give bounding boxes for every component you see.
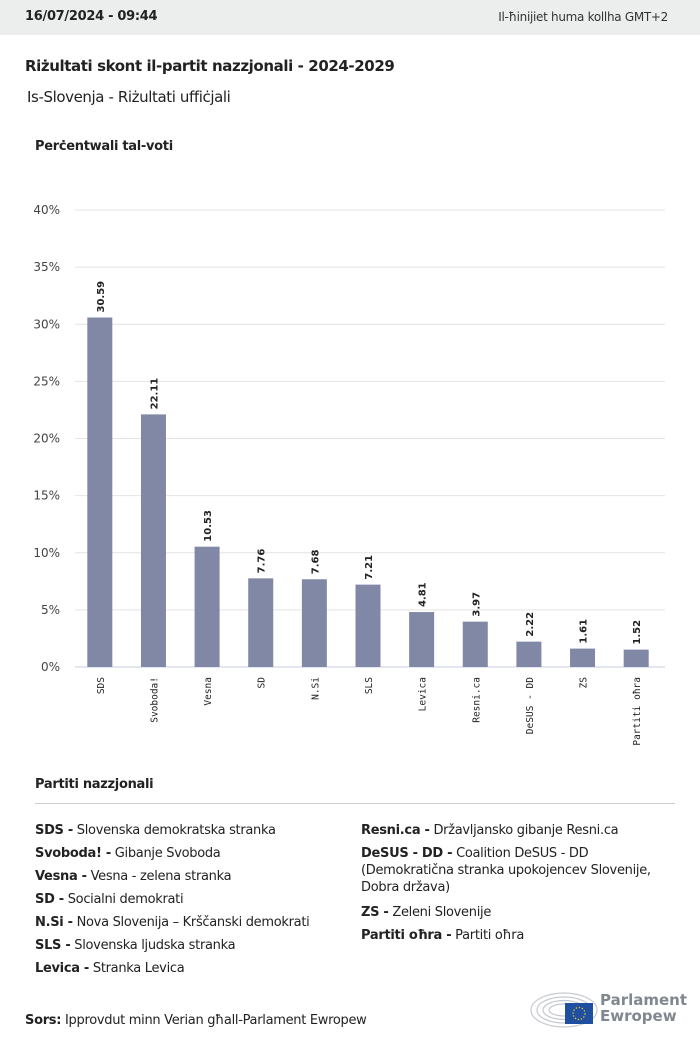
bar-value-label: 2.22	[525, 612, 536, 637]
y-tick-label: 30%	[33, 317, 60, 331]
legend-item: SLS - Slovenska ljudska stranka	[35, 937, 236, 954]
legend-abbr: SDS -	[35, 823, 73, 838]
legend-name: Gibanje Svoboda	[110, 846, 221, 861]
logo-line1: Parlament	[600, 991, 688, 1009]
legend-name: Slovenska demokratska stranka	[72, 823, 276, 838]
legend-abbr: ZS -	[361, 905, 389, 920]
source-text: Ipprovdut minn Verian għall-Parlament Ew…	[65, 1013, 367, 1028]
x-tick-label: SD	[257, 677, 268, 689]
y-tick-label: 35%	[33, 260, 60, 274]
bar-value-label: 3.97	[471, 592, 482, 617]
source-label: Sors:	[25, 1013, 62, 1028]
bar	[516, 641, 542, 667]
bar-value-label: 1.52	[632, 620, 643, 645]
x-tick-label: Partiti oħra	[632, 677, 643, 746]
legend-item: Levica - Stranka Levica	[35, 960, 185, 977]
x-tick-label: Svoboda!	[149, 677, 160, 723]
bar	[194, 546, 220, 667]
bar	[570, 648, 596, 667]
bar-value-label: 7.68	[310, 550, 321, 575]
legend-abbr: SD -	[35, 892, 64, 907]
legend-name: Državljansko gibanje Resni.ca	[429, 823, 619, 838]
legend-item: ZS - Zeleni Slovenije	[361, 904, 491, 921]
legend-name: Vesna - zelena stranka	[86, 869, 232, 884]
bar-value-label: 4.81	[418, 582, 429, 607]
bar	[140, 414, 166, 667]
bar-value-label: 7.21	[364, 555, 375, 580]
x-tick-label: ZS	[579, 677, 590, 689]
bar-value-label: 30.59	[96, 281, 107, 313]
y-tick-label: 5%	[41, 603, 60, 617]
bar-chart: 0% 5% 10% 15% 20% 25% 30% 35% 40% 30.59 SDS 22.11 Sv…	[33, 203, 665, 746]
legend-name: Coalition DeSUS - DD (Demokratična stran…	[361, 846, 651, 895]
x-tick-label: SLS	[364, 677, 375, 694]
logo-line2: Ewropew	[600, 1007, 677, 1025]
page-subtitle: Is-Slovenja - Riżultati uffiċjali	[27, 88, 231, 106]
page-title: Riżultati skont il-partit nazzjonali - 2…	[25, 57, 395, 75]
timezone-note: Il-ħinijiet huma kollha GMT+2	[498, 10, 668, 24]
top-bar: 16/07/2024 - 09:44 Il-ħinijiet huma koll…	[0, 0, 700, 35]
legend-abbr: Levica -	[35, 961, 90, 976]
legend-name: Stranka Levica	[89, 961, 185, 976]
y-tick-label: 0%	[41, 660, 60, 674]
eu-flag-icon	[565, 1003, 593, 1024]
bar	[248, 578, 274, 667]
legend-name: Partiti oħra	[451, 928, 524, 943]
legend-abbr: Svoboda! -	[35, 846, 111, 861]
legend-name: Zeleni Slovenije	[388, 905, 492, 920]
bar-value-label: 7.76	[257, 549, 268, 574]
source-note: Sors: Ipprovdut minn Verian għall-Parlam…	[25, 1013, 367, 1028]
bar	[409, 612, 435, 667]
x-tick-label: DeSUS - DD	[525, 677, 536, 734]
legend-abbr: SLS -	[35, 938, 71, 953]
bar	[355, 584, 381, 667]
y-tick-label: 10%	[33, 546, 60, 560]
x-tick-label: Resni.ca	[471, 677, 482, 723]
x-tick-label: Vesna	[203, 677, 214, 706]
x-tick-label: SDS	[96, 677, 107, 694]
legend-abbr: Resni.ca -	[361, 823, 430, 838]
x-tick-label: Levica	[418, 677, 429, 711]
y-tick-label: 25%	[33, 374, 60, 388]
legend-name: Slovenska ljudska stranka	[70, 938, 236, 953]
bar	[623, 649, 649, 667]
y-axis-label: Perċentwali tal-voti	[35, 139, 173, 154]
legend-name: Socialni demokrati	[63, 892, 184, 907]
legend-abbr: N.Si -	[35, 915, 73, 930]
legend-divider	[35, 803, 675, 804]
legend-abbr: DeSUS - DD -	[361, 846, 453, 861]
legend-title: Partiti nazzjonali	[35, 777, 154, 792]
y-tick-label: 15%	[33, 489, 60, 503]
legend-item: Resni.ca - Državljansko gibanje Resni.ca	[361, 822, 619, 839]
bar-value-label: 10.53	[203, 510, 214, 542]
bar	[87, 317, 113, 667]
bar	[462, 621, 488, 667]
legend-item: DeSUS - DD - Coalition DeSUS - DD (Demok…	[361, 845, 661, 896]
y-tick-label: 20%	[33, 432, 60, 446]
x-tick-label: N.Si	[310, 677, 321, 700]
legend-item: Vesna - Vesna - zelena stranka	[35, 868, 232, 885]
legend-item: SDS - Slovenska demokratska stranka	[35, 822, 276, 839]
legend-abbr: Partiti oħra -	[361, 928, 452, 943]
legend-item: N.Si - Nova Slovenija – Krščanski demokr…	[35, 914, 310, 931]
european-parliament-logo: Parlament Ewropew	[530, 988, 687, 1028]
bar-value-label: 1.61	[579, 619, 590, 644]
legend-item: Partiti oħra - Partiti oħra	[361, 927, 524, 944]
legend-item: Svoboda! - Gibanje Svoboda	[35, 845, 221, 862]
legend-name: Nova Slovenija – Krščanski demokrati	[72, 915, 310, 930]
hemicycle-icon	[530, 992, 598, 1028]
legend-abbr: Vesna -	[35, 869, 87, 884]
bar-value-label: 22.11	[149, 378, 160, 410]
timestamp: 16/07/2024 - 09:44	[25, 9, 158, 24]
legend-item: SD - Socialni demokrati	[35, 891, 184, 908]
bar	[301, 579, 327, 667]
y-tick-label: 40%	[33, 203, 60, 217]
